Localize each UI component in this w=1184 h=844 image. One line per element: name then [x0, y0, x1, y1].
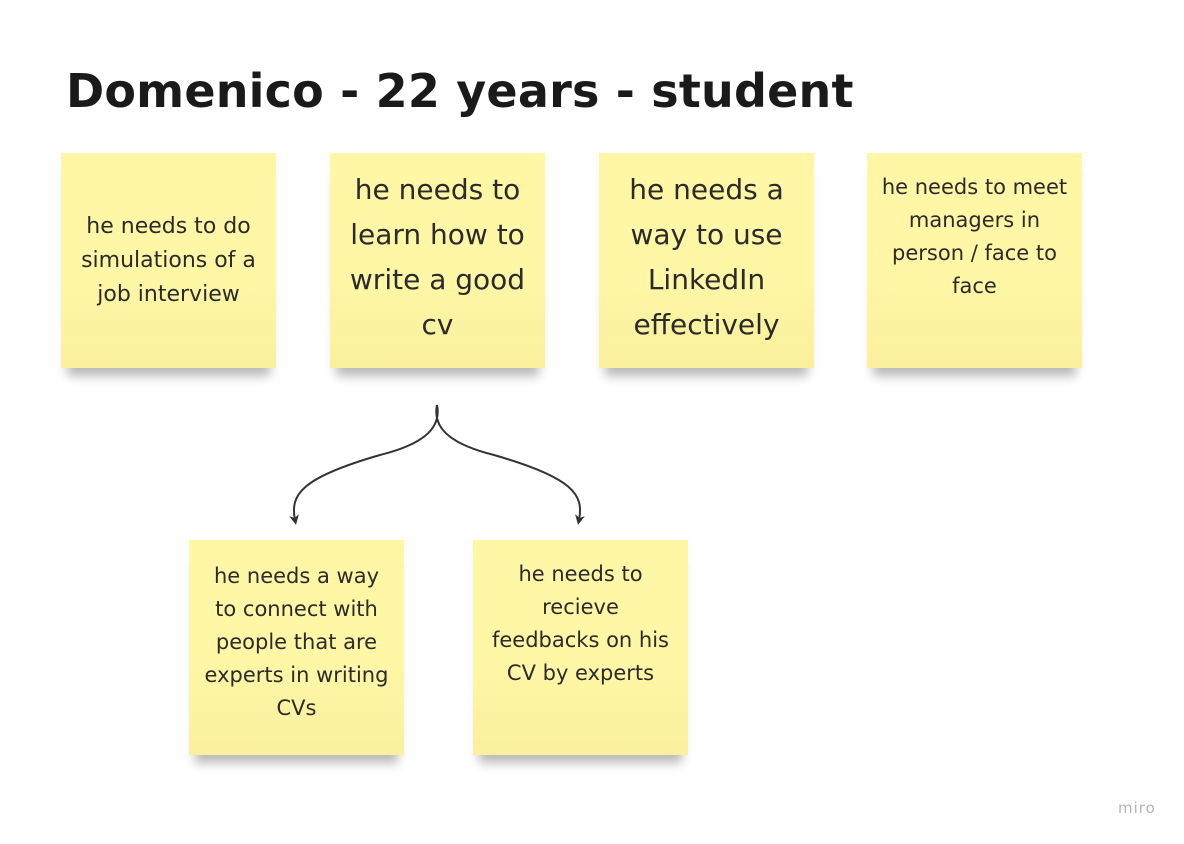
- sticky-note-text: he needs a way to use LinkedIn effective…: [629, 173, 784, 341]
- connector-left[interactable]: [289, 404, 439, 525]
- sticky-note-text: he needs a way to connect with people th…: [204, 564, 389, 720]
- board-title: Domenico - 22 years - student: [66, 64, 854, 118]
- sticky-note-text: he needs to do simulations of a job inte…: [81, 213, 256, 307]
- connector-right[interactable]: [435, 404, 585, 525]
- miro-watermark: miro: [1118, 799, 1156, 817]
- sticky-note-connect-experts[interactable]: he needs a way to connect with people th…: [189, 540, 404, 755]
- sticky-note-text: he needs to recieve feedbacks on his CV …: [491, 562, 669, 685]
- sticky-note-text: he needs to meet managers in person / fa…: [881, 175, 1068, 298]
- sticky-note-linkedin[interactable]: he needs a way to use LinkedIn effective…: [599, 153, 814, 368]
- sticky-note-write-cv[interactable]: he needs to learn how to write a good cv: [330, 153, 545, 368]
- sticky-note-meet-managers[interactable]: he needs to meet managers in person / fa…: [867, 153, 1082, 368]
- sticky-note-job-interview[interactable]: he needs to do simulations of a job inte…: [61, 153, 276, 368]
- sticky-note-cv-feedback[interactable]: he needs to recieve feedbacks on his CV …: [473, 540, 688, 755]
- sticky-note-text: he needs to learn how to write a good cv: [349, 173, 526, 341]
